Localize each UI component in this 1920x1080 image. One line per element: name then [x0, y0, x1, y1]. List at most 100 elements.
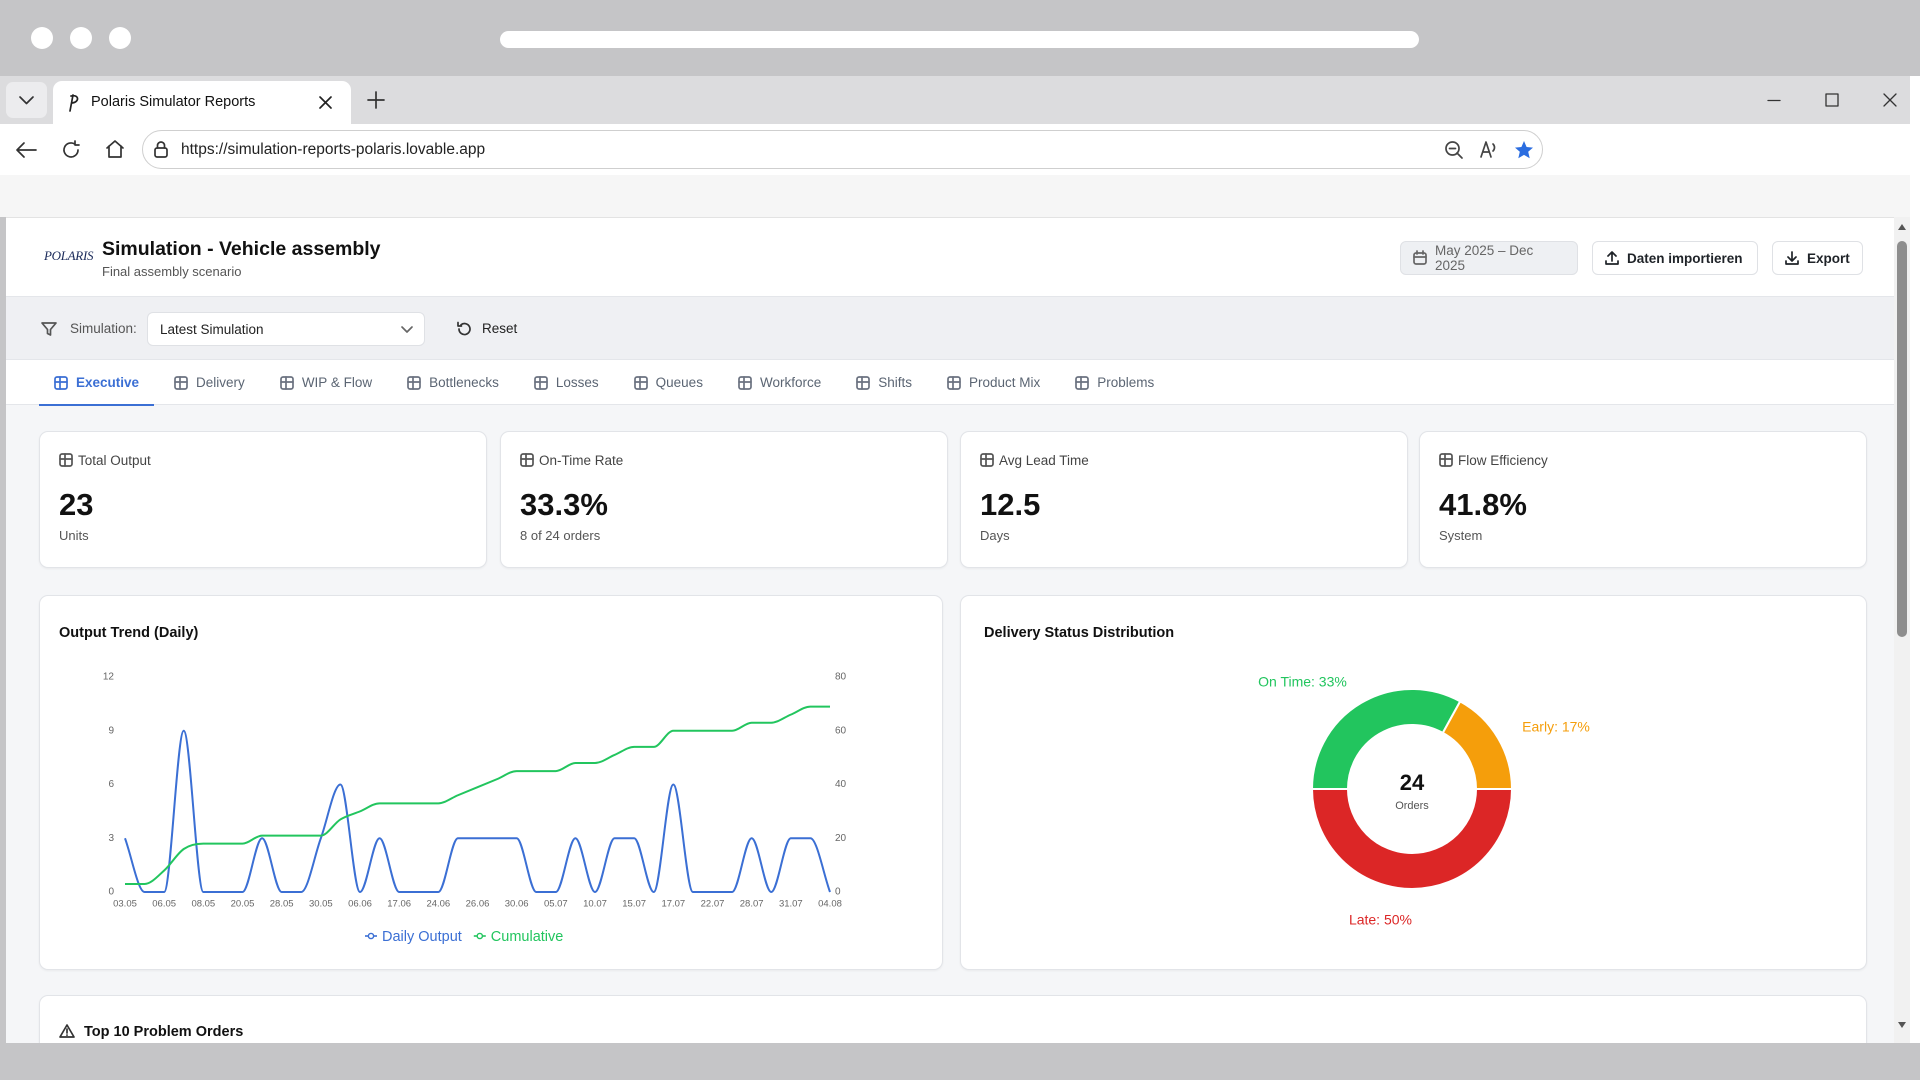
- x-tick-label: 31.07: [779, 899, 803, 910]
- icon-shape: [279, 375, 294, 390]
- tab-label: Problems: [1097, 375, 1155, 390]
- tab-label: Workforce: [759, 375, 822, 390]
- tab-title: Polaris Simulator Reports: [91, 94, 256, 110]
- x-tick-label: 20.05: [231, 899, 255, 910]
- icon-part: [457, 321, 471, 336]
- x-tick-label: 17.06: [387, 899, 411, 910]
- tab[interactable]: Queues: [619, 360, 718, 405]
- scroll-up[interactable]: [1898, 224, 1906, 230]
- tab[interactable]: Shifts: [841, 360, 927, 405]
- icon: [856, 375, 871, 390]
- x-tick-label: 28.05: [270, 899, 294, 910]
- scroll-thumb[interactable]: [1897, 241, 1907, 637]
- icon-part: [1605, 251, 1619, 265]
- tab-label: Executive: [76, 375, 140, 390]
- tab[interactable]: Product Mix: [932, 360, 1055, 405]
- icon: [520, 453, 534, 467]
- donut-slice: [1310, 788, 1514, 890]
- kpi-unit: Units: [59, 528, 89, 543]
- legend-icon: [476, 932, 484, 940]
- tab-bar: Executive Delivery WIP & Flow Bottlenecks Lo…: [6, 360, 1894, 406]
- kpi-card: Flow Efficiency 41.8% System: [1419, 431, 1867, 568]
- tab[interactable]: Bottlenecks: [392, 360, 514, 405]
- date-range-text: May 2025 – Dec 2025: [1435, 243, 1534, 273]
- icon: [407, 375, 421, 390]
- x-tick-label: 15.07: [622, 899, 646, 910]
- icon-part: [1825, 93, 1839, 107]
- icon-part: [1480, 141, 1496, 158]
- reset-button[interactable]: Reset: [451, 312, 531, 346]
- app: POLARIS Simulation - Vehicle assembly Fi…: [6, 217, 1894, 1043]
- icon: [738, 375, 752, 390]
- kpi-card: On-Time Rate 33.3% 8 of 24 orders: [500, 431, 948, 568]
- icon-shape: [520, 453, 534, 467]
- tab[interactable]: Problems: [1060, 360, 1169, 405]
- x-tick-label: 03.05: [113, 899, 137, 910]
- kpi-value: 23: [59, 487, 94, 522]
- x-tick-label: 06.06: [348, 899, 372, 910]
- x-tick-label: 05.07: [544, 899, 568, 910]
- icon-shape: [1075, 375, 1090, 390]
- icon-part: [367, 91, 385, 109]
- scroll-down[interactable]: [1898, 1022, 1906, 1028]
- x-tick-label: 28.07: [740, 899, 764, 910]
- favorite-star[interactable]: [1514, 140, 1534, 160]
- icon: [279, 375, 294, 390]
- icon-part: [63, 140, 80, 158]
- icon-part: [69, 94, 79, 112]
- icon-part: [1413, 252, 1427, 265]
- export-button[interactable]: Export: [1772, 241, 1863, 275]
- tab[interactable]: Delivery: [159, 360, 260, 405]
- icon: [174, 375, 188, 390]
- tab-label: Shifts: [878, 375, 912, 390]
- icon: [54, 375, 68, 390]
- icon-shape: [980, 453, 994, 467]
- donut-slice: [1441, 700, 1514, 790]
- simulation-select[interactable]: Latest Simulation: [147, 312, 425, 346]
- tab-list-button[interactable]: [6, 82, 47, 118]
- kpi-value: 12.5: [980, 487, 1041, 522]
- slice-label: Late: 50%: [1349, 912, 1412, 928]
- icon-part: [1413, 250, 1427, 258]
- tab-label: Bottlenecks: [429, 375, 499, 390]
- scrollbar[interactable]: [1894, 217, 1910, 1043]
- icon-part: [154, 141, 168, 158]
- tab[interactable]: Losses: [519, 360, 614, 405]
- kpi-value: 33.3%: [520, 487, 608, 522]
- page-subtitle: Final assembly scenario: [102, 264, 242, 279]
- x-tick-label: 30.05: [309, 899, 333, 910]
- icon-shape: [947, 375, 961, 390]
- kpi-icon: [59, 453, 73, 472]
- icon-shape: [738, 375, 752, 390]
- date-range[interactable]: May 2025 – Dec 2025: [1400, 241, 1578, 275]
- delivery-chart: Delivery Status Distribution On Time: 33…: [984, 625, 1590, 928]
- tab-strip: Polaris Simulator Reports: [0, 76, 1920, 124]
- tab[interactable]: Executive: [39, 360, 155, 406]
- section-title: Top 10 Problem Orders: [84, 1024, 244, 1040]
- icon-part: [401, 326, 413, 333]
- icon-part: [1825, 93, 1839, 107]
- x-tick-label: 04.08: [818, 899, 842, 910]
- kpi-label: On-Time Rate: [539, 453, 624, 468]
- icon-part: [106, 140, 124, 158]
- tab-label: WIP & Flow: [301, 375, 373, 390]
- tab-label: Product Mix: [968, 375, 1041, 390]
- address-bar[interactable]: https://simulation-reports-polaris.lovab…: [142, 130, 1543, 169]
- import-button[interactable]: Daten importieren: [1592, 241, 1758, 275]
- donut-slice: [1310, 688, 1462, 790]
- tab[interactable]: WIP & Flow: [265, 360, 387, 405]
- icon-part: [1898, 1022, 1906, 1028]
- icon-part: [41, 322, 57, 336]
- toolbar: https://simulation-reports-polaris.lovab…: [0, 124, 1920, 175]
- browser-tab[interactable]: Polaris Simulator Reports: [53, 81, 351, 124]
- icon-part: [1445, 141, 1463, 159]
- kpi-icon: [980, 453, 994, 472]
- icon-part: [1883, 93, 1897, 107]
- icon: [1075, 375, 1090, 390]
- icon: [947, 375, 961, 390]
- delivery-card: Delivery Status Distribution On Time: 33…: [960, 595, 1867, 970]
- icon-shape: [738, 375, 752, 390]
- import-text: Daten importieren: [1627, 250, 1743, 266]
- icon-part: [19, 96, 34, 105]
- tab[interactable]: Workforce: [723, 360, 836, 405]
